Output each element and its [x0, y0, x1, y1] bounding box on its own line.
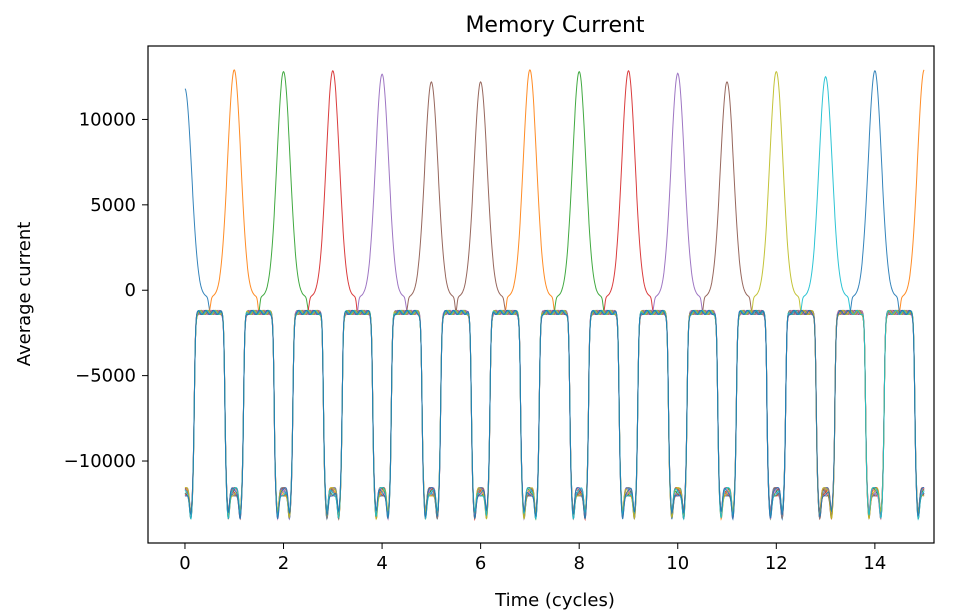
- y-tick-label: 5000: [90, 195, 136, 216]
- chart-title: Memory Current: [465, 13, 644, 38]
- y-tick-label: −10000: [64, 451, 136, 472]
- y-axis: −10000 −5000 0 5000 10000: [64, 109, 148, 472]
- y-tick-label: 10000: [79, 109, 136, 130]
- x-tick-label: 0: [179, 553, 190, 574]
- y-tick-label: −5000: [75, 366, 136, 387]
- x-tick-label: 6: [475, 553, 486, 574]
- series-group: [184, 69, 925, 522]
- series-line: [184, 70, 925, 521]
- x-axis-label: Time (cycles): [494, 590, 615, 611]
- x-tick-label: 8: [573, 553, 584, 574]
- x-tick-label: 4: [376, 553, 387, 574]
- y-axis-label: Average current: [14, 222, 35, 367]
- x-tick-label: 2: [278, 553, 289, 574]
- x-tick-label: 10: [666, 553, 689, 574]
- y-tick-label: 0: [125, 280, 136, 301]
- x-tick-label: 14: [863, 553, 886, 574]
- x-tick-label: 12: [765, 553, 788, 574]
- x-axis: 0 2 4 6 8 10 12 14: [179, 543, 886, 574]
- plot-frame: [147, 45, 935, 544]
